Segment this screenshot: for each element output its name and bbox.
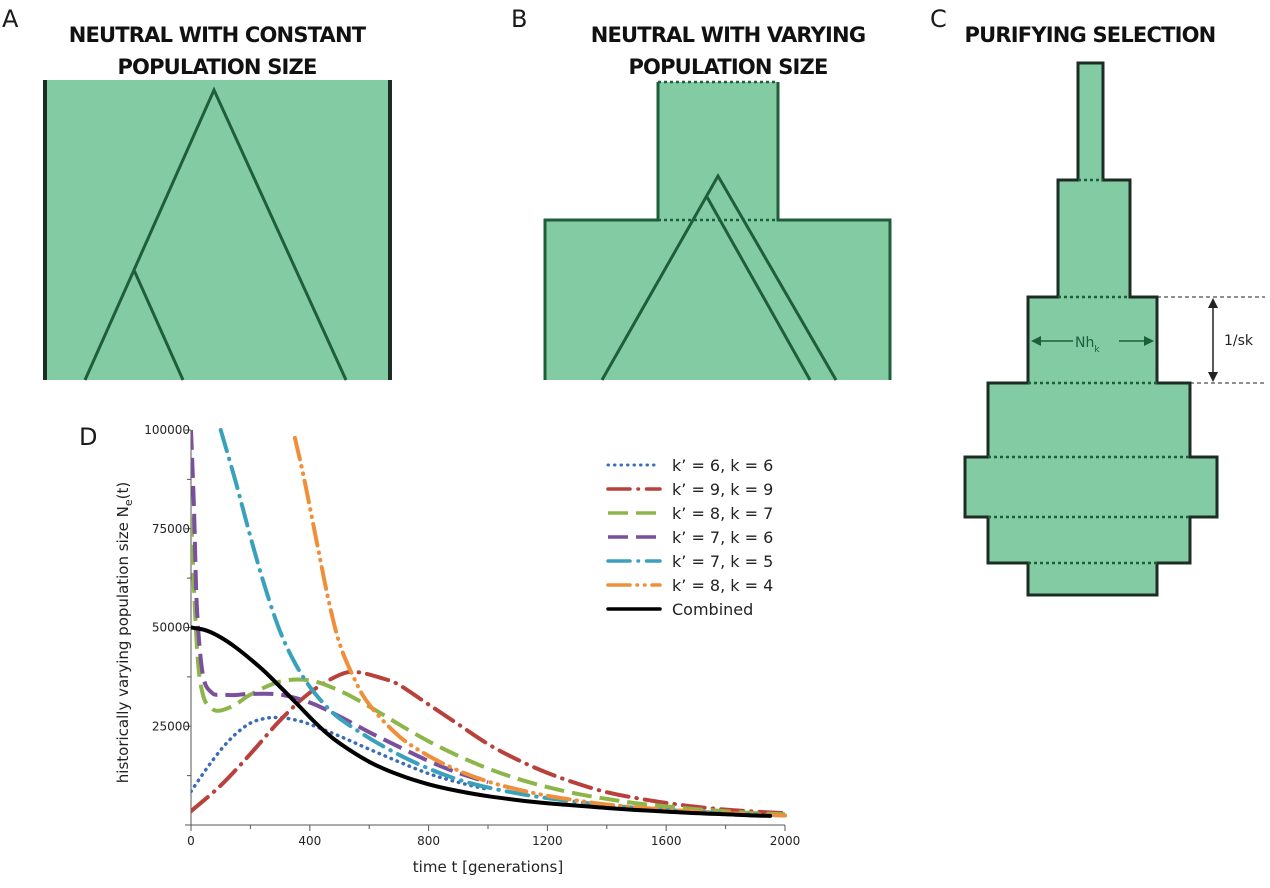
panel-a-letter: A	[2, 5, 19, 33]
x-tick-label: 1600	[651, 834, 682, 848]
width-label: Nhk	[1075, 335, 1100, 355]
genealogy-outer-branch	[132, 86, 348, 381]
y-tick-label: 75000	[152, 522, 190, 536]
population-shape	[545, 82, 890, 380]
series-line-6	[292, 435, 787, 818]
height-arrow-top-head	[1208, 298, 1218, 308]
genealogy-inner-branch	[705, 196, 812, 381]
width-arrow-left-head	[1031, 336, 1041, 346]
width-label-background	[1073, 329, 1119, 353]
panel-b: B NEUTRAL WITH VARYING POPULATION SIZE	[511, 5, 892, 381]
legend-label-7: Combined	[672, 600, 753, 619]
height-arrow-bottom-head	[1208, 372, 1218, 382]
x-axis-label: time t [generations]	[413, 858, 563, 876]
panel-a-title-line2: POPULATION SIZE	[117, 55, 316, 79]
x-tick-label: 2000	[770, 834, 801, 848]
x-tick-label: 0	[187, 834, 195, 848]
chart: 0 400 800 1200 1600 2000 25000 50000 75000 100000…	[114, 423, 800, 876]
legend-label-3: k’ = 8, k = 7	[672, 504, 773, 523]
genealogy-outer-branch	[600, 172, 838, 381]
population-outline	[543, 82, 892, 380]
legend-label-6: k’ = 8, k = 4	[672, 576, 773, 595]
x-tick-label: 400	[298, 834, 321, 848]
panel-b-letter: B	[511, 5, 527, 33]
panel-c: C PURIFYING SELECTION Nhk 1/sk	[930, 5, 1265, 597]
y-axis-label: historically varying population size Ne(…	[114, 482, 135, 783]
panel-d-letter: D	[79, 423, 97, 451]
series-line-1	[191, 715, 490, 794]
class-boundaries	[988, 178, 1190, 565]
panel-a: A NEUTRAL WITH CONSTANT POPULATION SIZE	[2, 5, 392, 381]
series-line-4	[191, 429, 489, 785]
x-tick-label: 800	[417, 834, 440, 848]
y-tick-label: 50000	[152, 621, 190, 635]
y-tick-label: 25000	[152, 719, 190, 733]
legend-label-4: k’ = 7, k = 6	[672, 528, 773, 547]
legend-label-2: k’ = 9, k = 9	[672, 480, 773, 499]
panel-b-title-line2: POPULATION SIZE	[628, 55, 827, 79]
series-line-2	[191, 669, 787, 816]
series-lines	[191, 428, 787, 818]
panel-a-title-line1: NEUTRAL WITH CONSTANT	[69, 23, 367, 47]
width-arrow-right-head	[1144, 336, 1154, 346]
height-label: 1/sk	[1224, 333, 1254, 349]
panel-c-letter: C	[930, 5, 947, 33]
panel-b-title-line1: NEUTRAL WITH VARYING	[591, 23, 866, 47]
legend-label-1: k’ = 6, k = 6	[672, 456, 773, 475]
population-block	[45, 80, 390, 380]
series-line-3	[191, 516, 786, 817]
y-tick-label: 100000	[144, 423, 190, 437]
x-tick-label: 1200	[532, 834, 563, 848]
legend-label-5: k’ = 7, k = 5	[672, 552, 773, 571]
panel-c-title: PURIFYING SELECTION	[965, 23, 1216, 47]
series-line-7	[191, 625, 773, 818]
panel-d: D 0 400 800 1200 1600 2000 25000 50000 75000 1000…	[79, 423, 800, 876]
